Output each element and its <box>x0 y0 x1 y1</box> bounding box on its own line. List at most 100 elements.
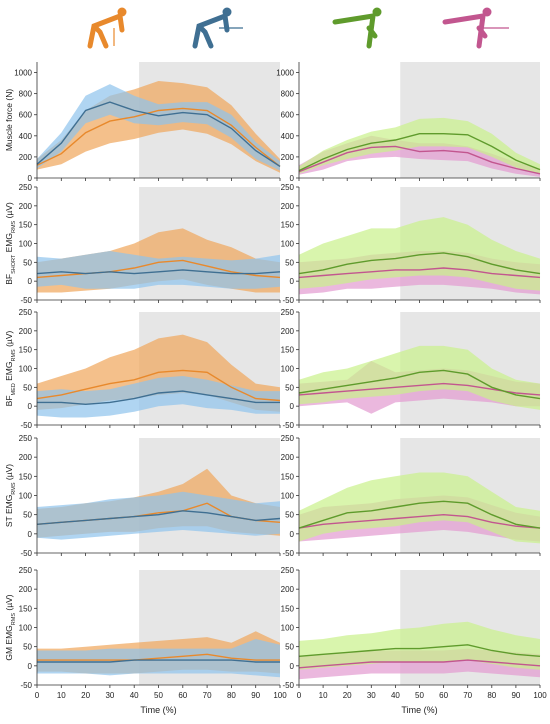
y-tick-label: -50 <box>20 296 32 305</box>
figure-single-leg-deadlift-green-icon <box>332 7 382 49</box>
y-tick-label: 150 <box>281 604 295 613</box>
series-band-blue <box>37 251 280 289</box>
y-tick-label: -50 <box>20 681 32 690</box>
y-tick-label: 100 <box>19 365 33 374</box>
y-axis-label-part: GM EMG <box>4 625 14 660</box>
series-line-pink <box>298 513 541 529</box>
y-tick-label: 150 <box>19 472 33 481</box>
series-line-blue <box>36 510 281 525</box>
y-tick-label: 0 <box>28 174 33 183</box>
x-tick-label: 20 <box>81 691 90 700</box>
y-tick-label: 800 <box>19 90 33 99</box>
y-tick-label: 100 <box>19 492 33 501</box>
y-tick-label: 200 <box>19 327 33 336</box>
series-line-orange <box>36 107 281 167</box>
series-line-green <box>298 500 541 529</box>
series-band-green <box>299 621 540 670</box>
y-tick-label: 150 <box>19 221 33 230</box>
y-tick-label: 100 <box>281 240 295 249</box>
y-tick-label: 1000 <box>14 69 32 78</box>
x-tick-label: 0 <box>297 691 302 700</box>
figure-bent-over-row-blue-icon <box>192 7 243 49</box>
y-tick-label: 100 <box>281 624 295 633</box>
y-tick-label: 0 <box>290 174 295 183</box>
x-tick-label: 90 <box>251 691 260 700</box>
y-tick-label: 400 <box>19 132 33 141</box>
figure-body <box>192 13 230 49</box>
y-tick-label: 150 <box>281 472 295 481</box>
y-tick-label: 600 <box>281 111 295 120</box>
series-line-orange <box>37 653 280 661</box>
series-line-green <box>298 133 541 172</box>
x-tick-label: 30 <box>105 691 114 700</box>
y-tick-label: 0 <box>28 530 33 539</box>
y-tick-label: 200 <box>281 153 295 162</box>
series-line-green <box>298 252 541 275</box>
panel-right-3: -50 0 50 100 150 200 250 <box>281 308 541 430</box>
series-line-pink <box>298 267 541 279</box>
y-tick-label: 150 <box>281 346 295 355</box>
series-band-green <box>299 472 540 544</box>
y-tick-label: 250 <box>281 566 295 575</box>
y-tick-label: 50 <box>23 258 32 267</box>
x-tick-label: 20 <box>343 691 352 700</box>
y-tick-label: -50 <box>282 549 294 558</box>
y-tick-label: 150 <box>19 604 33 613</box>
x-tick-label: 70 <box>463 691 472 700</box>
y-tick-label: 200 <box>19 153 33 162</box>
figure-single-leg-deadlift-pink-icon <box>442 7 509 49</box>
y-tick-label: 200 <box>281 453 295 462</box>
series-line-green <box>298 369 541 400</box>
x-tick-label: 70 <box>203 691 212 700</box>
y-tick-label: 600 <box>19 111 33 120</box>
panel-left-1: 0 200 400 600 800 1000 Muscle force (N) <box>4 62 281 183</box>
x-tick-label: 90 <box>511 691 520 700</box>
y-tick-label: 200 <box>19 453 33 462</box>
series-band-blue <box>37 376 280 418</box>
y-axis-label-part: BF <box>4 274 14 285</box>
series-line-blue <box>36 269 281 275</box>
y-axis-label: BFMED EMGRMS (µV) <box>4 330 17 406</box>
y-tick-label: 0 <box>290 662 295 671</box>
y-axis-label-part: EMG <box>4 233 14 255</box>
series-line-blue <box>36 101 281 167</box>
y-tick-label: 1000 <box>276 69 294 78</box>
panel-left-3: -50 0 50 100 150 200 250 BFMED EMGRMS (µV) <box>4 308 281 430</box>
x-tick-label: 40 <box>391 691 400 700</box>
y-axis-label: BFSHORT EMGRMS (µV) <box>4 202 17 285</box>
y-tick-label: 50 <box>285 383 294 392</box>
y-axis-label-part: RMS <box>11 482 17 495</box>
y-tick-label: 50 <box>23 643 32 652</box>
y-tick-label: -50 <box>20 549 32 558</box>
y-axis-label-part: BF <box>4 395 14 406</box>
y-tick-label: 400 <box>281 132 295 141</box>
y-tick-label: 50 <box>23 383 32 392</box>
y-tick-label: 150 <box>19 346 33 355</box>
y-tick-label: 100 <box>281 492 295 501</box>
series-line-orange <box>36 369 281 402</box>
x-tick-label: 40 <box>130 691 139 700</box>
figure-bent-over-row-orange-icon <box>87 7 127 49</box>
y-tick-label: 0 <box>28 277 33 286</box>
y-tick-label: 250 <box>19 434 33 443</box>
x-tick-label: 100 <box>533 691 547 700</box>
y-axis-label: ST EMGRMS (µV) <box>4 464 17 527</box>
y-tick-label: 800 <box>281 90 295 99</box>
y-axis-label-part: (µV) <box>4 594 14 613</box>
y-tick-label: 0 <box>290 402 295 411</box>
series-line-blue <box>37 390 280 406</box>
series-band-green <box>299 117 540 174</box>
y-axis-label-part: RMS <box>11 220 17 233</box>
y-axis-label-part: (µV) <box>4 202 14 221</box>
y-tick-label: 50 <box>285 511 294 520</box>
y-tick-label: 200 <box>281 327 295 336</box>
panel-right-1: 0 200 400 600 800 1000 <box>276 62 541 183</box>
x-tick-label: 10 <box>57 691 66 700</box>
x-tick-label: 50 <box>154 691 163 700</box>
y-tick-label: 250 <box>281 308 295 317</box>
y-tick-label: -50 <box>282 681 294 690</box>
x-tick-label: 60 <box>178 691 187 700</box>
y-axis-label-part: RMS <box>11 349 17 362</box>
figure-body <box>87 13 125 49</box>
